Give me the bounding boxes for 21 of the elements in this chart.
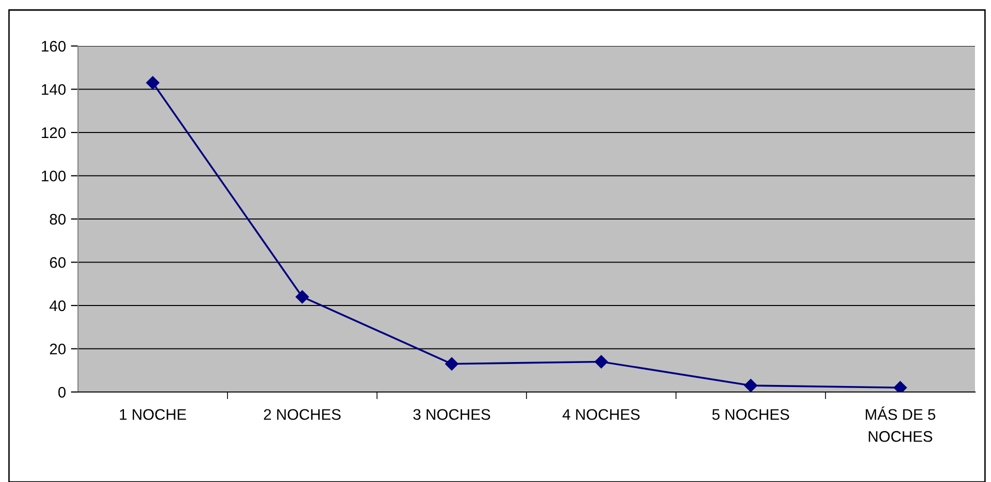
x-tick-label: 2 NOCHES: [264, 409, 341, 420]
y-tick-label: 100: [42, 170, 66, 182]
y-tick-label: 140: [42, 84, 66, 95]
y-tick-label: 0: [58, 386, 66, 398]
x-tick-label: MÁS DE 5 NOCHES: [866, 406, 936, 442]
y-tick-label: 40: [50, 300, 66, 312]
x-tick-label: 1 NOCHE: [120, 409, 186, 420]
point: [894, 381, 907, 392]
y-tick-label: 80: [50, 214, 66, 225]
point: [744, 378, 758, 392]
point: [594, 355, 608, 368]
point: [146, 76, 160, 90]
x-tick-label: 5 NOCHES: [712, 409, 790, 420]
x-tick-label: 3 NOCHES: [413, 409, 490, 420]
y-tick-label: 20: [50, 344, 66, 354]
x-tick-label: 4 NOCHES: [562, 409, 640, 420]
point: [445, 357, 458, 370]
y-tick-label: 60: [50, 257, 66, 268]
y-tick-label: 120: [42, 127, 66, 138]
y-tick-label: 160: [42, 40, 66, 52]
point: [296, 290, 309, 304]
